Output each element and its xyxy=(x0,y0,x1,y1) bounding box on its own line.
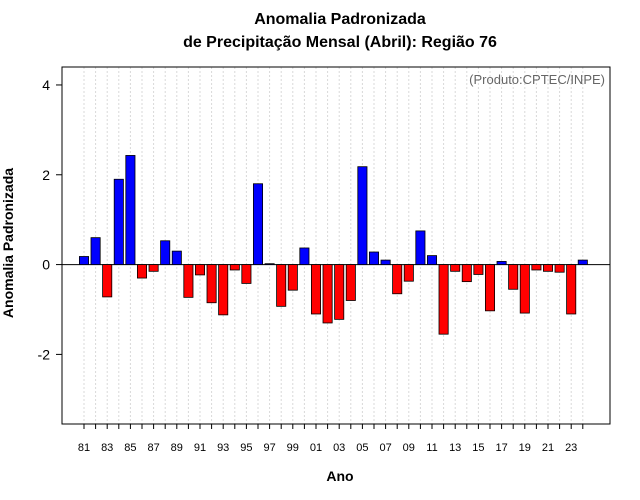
x-tick-label: 85 xyxy=(124,442,136,454)
bars xyxy=(79,155,588,335)
x-tick-label: 03 xyxy=(333,442,345,454)
x-tick-label: 17 xyxy=(495,442,507,454)
x-tick-label: 15 xyxy=(472,442,484,454)
x-tick-label: 13 xyxy=(449,442,461,454)
y-tick-label: 2 xyxy=(42,167,50,183)
bar-00 xyxy=(299,247,310,265)
bar-98 xyxy=(276,264,287,307)
x-tick-label: 97 xyxy=(263,442,275,454)
bar-04 xyxy=(345,264,356,301)
bar-22 xyxy=(554,264,565,273)
bar-11 xyxy=(426,255,437,265)
x-axis: 81 83 85 87 89 91 93 95 97 99 01 03 05 07 09 11 13 15 17 19… xyxy=(78,424,584,454)
bar-10 xyxy=(415,230,426,265)
x-tick-label: 87 xyxy=(147,442,159,454)
bar-13 xyxy=(450,264,461,272)
bar-14 xyxy=(461,264,472,283)
bar-88 xyxy=(160,240,171,265)
bar-87 xyxy=(148,264,159,272)
bar-81 xyxy=(79,256,90,265)
bar-99 xyxy=(287,264,298,291)
bar-89 xyxy=(171,250,182,265)
bar-90 xyxy=(183,264,194,298)
x-tick-label: 81 xyxy=(78,442,90,454)
x-tick-label: 11 xyxy=(426,442,437,454)
y-tick-label: 4 xyxy=(42,77,50,93)
bar-84 xyxy=(113,178,124,265)
y-tick-label: -2 xyxy=(38,346,51,362)
bar-82 xyxy=(90,237,101,265)
x-tick-label: 09 xyxy=(403,442,415,454)
bar-86 xyxy=(136,264,147,279)
x-tick-label: 07 xyxy=(379,442,391,454)
bar-15 xyxy=(473,264,484,275)
bar-01 xyxy=(310,264,321,315)
x-tick-label: 05 xyxy=(356,442,368,454)
x-tick-label: 99 xyxy=(287,442,299,454)
bar-97 xyxy=(264,263,275,265)
bar-93 xyxy=(218,264,229,316)
bar-21 xyxy=(543,264,554,272)
bar-02 xyxy=(322,264,333,324)
bar-85 xyxy=(125,155,136,265)
y-tick-label: 0 xyxy=(42,257,50,273)
gridlines xyxy=(83,67,584,424)
bar-83 xyxy=(102,264,113,298)
x-tick-label: 23 xyxy=(565,442,577,454)
chart-title-line2: de Precipitação Mensal (Abril): Região 7… xyxy=(183,34,497,51)
y-axis-title: Anomalia Padronizada xyxy=(0,168,16,318)
bar-92 xyxy=(206,264,217,304)
x-axis-title: Ano xyxy=(326,468,353,484)
bar-94 xyxy=(229,264,240,271)
x-tick-label: 95 xyxy=(240,442,252,454)
bar-96 xyxy=(252,183,263,265)
bar-16 xyxy=(484,264,495,312)
bar-24 xyxy=(577,259,588,265)
bar-95 xyxy=(241,264,252,284)
bar-07 xyxy=(380,259,391,265)
bar-19 xyxy=(519,264,530,314)
x-tick-label: 93 xyxy=(217,442,229,454)
x-tick-label: 91 xyxy=(194,442,206,454)
x-tick-label: 83 xyxy=(101,442,113,454)
plot-frame xyxy=(61,66,611,425)
x-tick-label: 19 xyxy=(519,442,531,454)
bar-06 xyxy=(368,251,379,265)
bar-03 xyxy=(334,264,345,320)
y-axis: -2 0 2 4 xyxy=(38,77,62,362)
bar-23 xyxy=(566,264,577,315)
x-tick-label: 01 xyxy=(310,442,322,454)
source-annotation: (Produto:CPTEC/INPE) xyxy=(469,72,605,87)
bar-08 xyxy=(392,264,403,295)
x-tick-label: 21 xyxy=(542,442,554,454)
chart-title-line1: Anomalia Padronizada xyxy=(254,11,426,28)
bar-17 xyxy=(496,261,507,265)
bar-05 xyxy=(357,166,368,265)
bar-12 xyxy=(438,264,449,335)
bar-20 xyxy=(531,264,542,271)
x-tick-label: 89 xyxy=(171,442,183,454)
bar-91 xyxy=(194,264,205,276)
bar-09 xyxy=(403,264,414,282)
bar-18 xyxy=(508,264,519,290)
